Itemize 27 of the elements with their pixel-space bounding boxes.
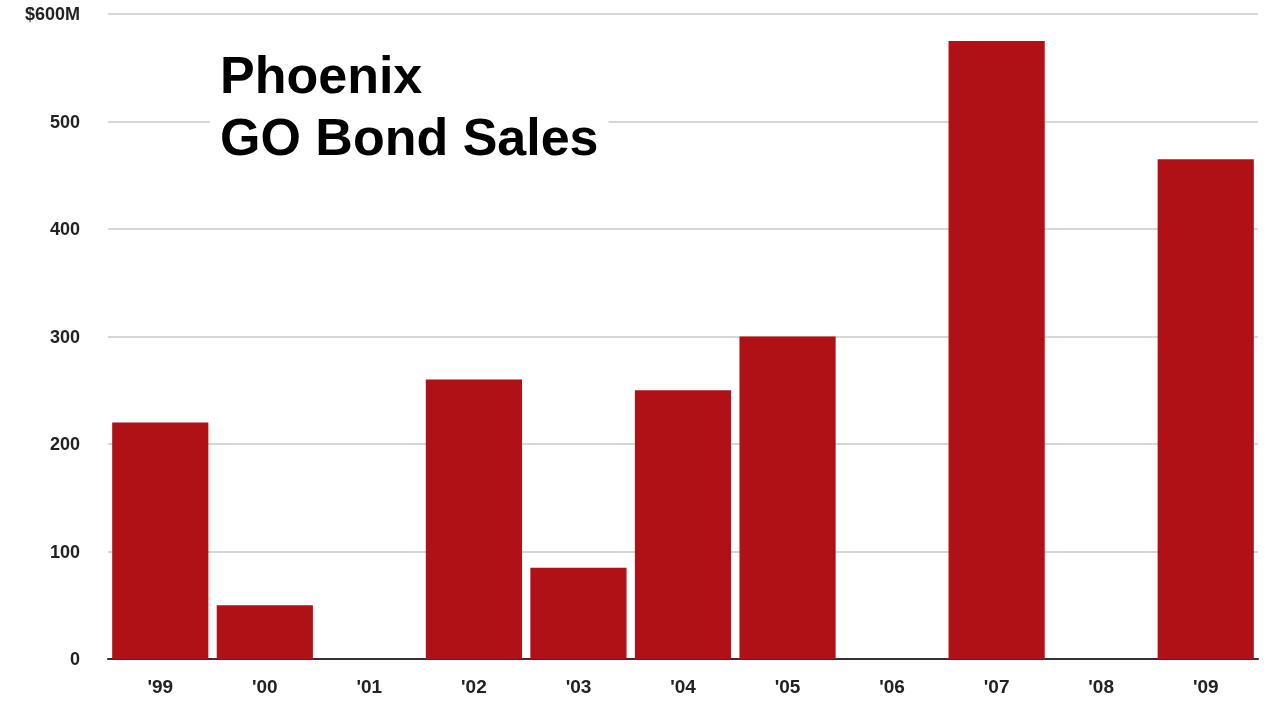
x-tick-label: '09 — [1192, 676, 1219, 697]
bar — [216, 605, 313, 659]
y-tick-label: $600M — [24, 4, 80, 24]
y-tick-label: 0 — [69, 649, 80, 669]
x-tick-label: '99 — [147, 676, 174, 697]
x-tick-label: '07 — [983, 676, 1010, 697]
x-tick-label: '01 — [356, 676, 383, 697]
bar — [948, 40, 1045, 659]
bar — [634, 390, 732, 659]
x-tick-label: '00 — [251, 676, 278, 697]
x-tick-label: '06 — [879, 676, 905, 697]
y-tick-label: 300 — [49, 326, 80, 347]
x-tick-label: '05 — [774, 676, 801, 697]
x-tick-label: '08 — [1088, 676, 1115, 697]
text: Phoenix GO Bond Sales — [220, 46, 599, 166]
y-tick-label: 100 — [49, 541, 80, 562]
y-tick-label: 200 — [49, 434, 80, 454]
x-tick-label: '03 — [565, 676, 592, 697]
bar — [1157, 159, 1254, 659]
y-tick-label: 500 — [49, 111, 80, 132]
y-tick-label: 400 — [49, 219, 80, 239]
x-tick-label: '04 — [670, 676, 697, 697]
x-tick-label: '02 — [461, 676, 487, 697]
bar — [425, 379, 522, 659]
bar — [739, 336, 836, 659]
bar — [112, 422, 209, 659]
bar — [530, 567, 627, 659]
